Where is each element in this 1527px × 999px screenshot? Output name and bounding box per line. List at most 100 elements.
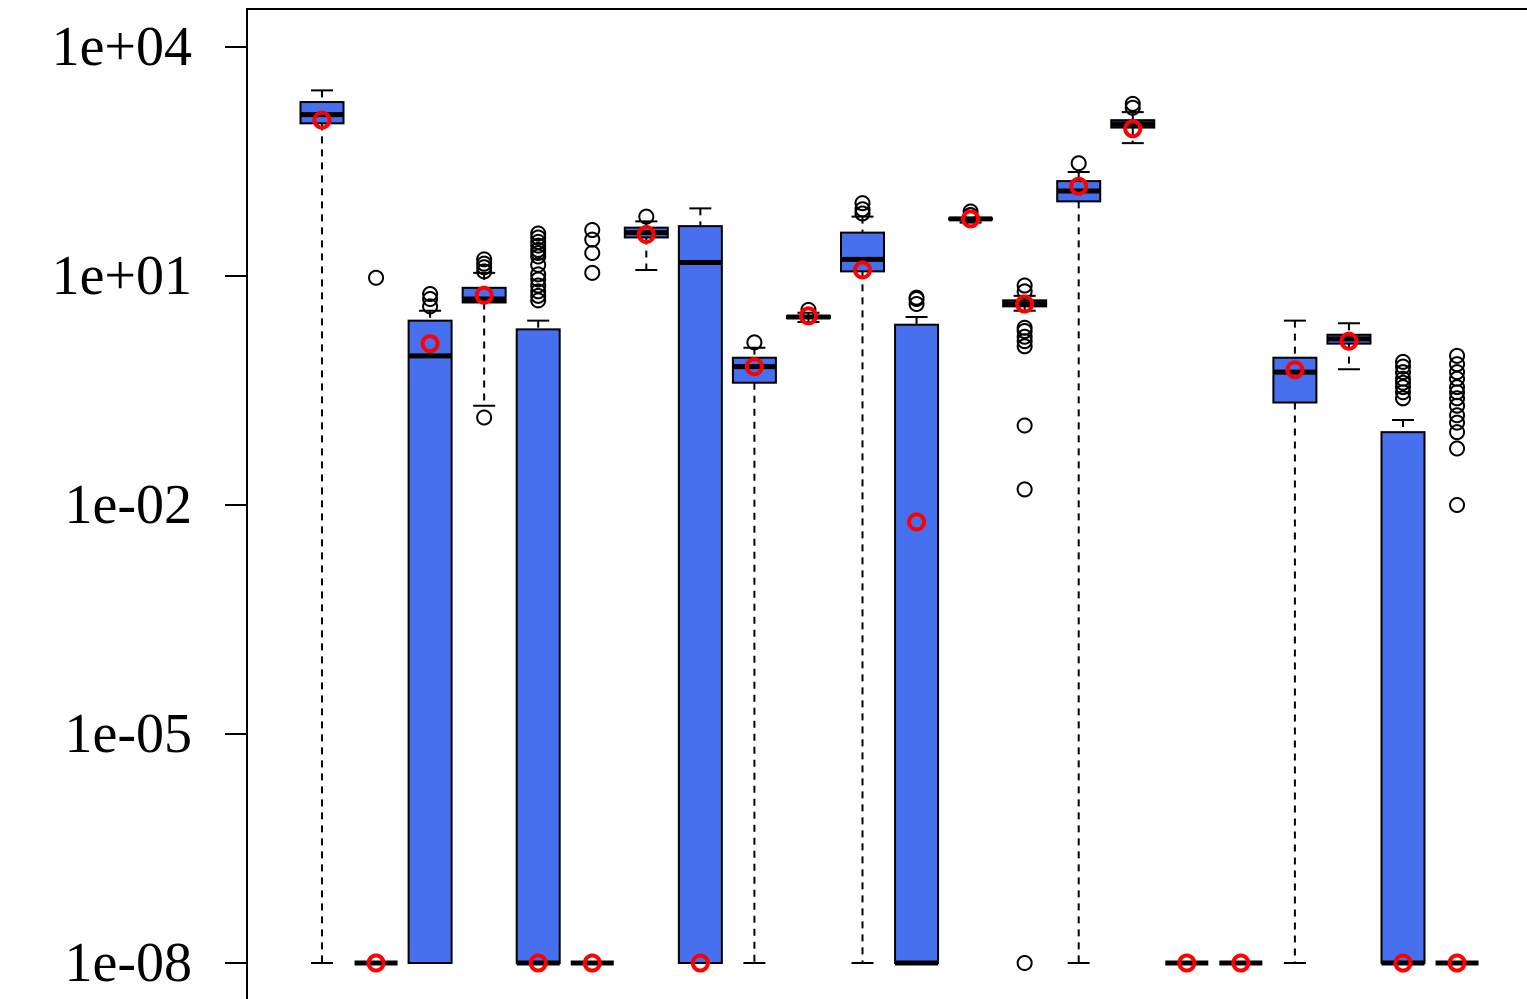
outlier-point <box>854 205 871 222</box>
outlier-point <box>1016 417 1033 434</box>
outlier-point <box>1124 95 1141 112</box>
mean-marker <box>907 512 927 532</box>
outlier-point <box>908 295 925 312</box>
box-20 <box>1326 322 1372 371</box>
outlier-point <box>1449 407 1466 424</box>
mean-marker <box>366 953 386 973</box>
mean-marker <box>528 953 548 973</box>
plot-frame <box>246 8 1527 999</box>
box-18 <box>1219 953 1263 973</box>
mean-marker <box>636 224 656 244</box>
outlier-point <box>584 264 601 281</box>
outlier-point <box>1449 356 1466 373</box>
outlier-point <box>1449 440 1466 457</box>
mean-marker <box>582 953 602 973</box>
mean-marker <box>1447 953 1467 973</box>
outlier-point <box>854 195 871 212</box>
outlier-point <box>1395 370 1411 387</box>
mean-marker <box>1123 119 1143 139</box>
outlier-point <box>530 229 547 246</box>
box-body <box>515 328 561 964</box>
outlier-point <box>530 277 547 294</box>
mean-marker <box>744 357 764 377</box>
box-14 <box>1002 277 1048 971</box>
box-2 <box>354 269 398 973</box>
outlier-point <box>476 255 493 272</box>
mean-marker <box>1393 953 1413 973</box>
outlier-point <box>1016 319 1033 336</box>
outlier-point <box>746 334 763 351</box>
y-tick-label: 1e-02 <box>64 474 192 536</box>
outlier-point <box>476 409 493 426</box>
box-22 <box>1435 347 1479 973</box>
outlier-point <box>1395 390 1411 407</box>
box-9 <box>731 334 777 964</box>
mean-marker <box>1339 331 1359 351</box>
box-body <box>894 323 940 964</box>
outlier-point <box>530 233 547 250</box>
outlier-point <box>530 283 547 300</box>
box-15 <box>1056 155 1102 964</box>
outlier-point <box>1449 414 1466 431</box>
box-body <box>1380 431 1426 964</box>
box-21 <box>1380 353 1426 973</box>
outlier-point <box>530 287 547 304</box>
mean-marker <box>1231 953 1251 973</box>
box-6 <box>570 222 614 973</box>
y-tick-label: 1e+01 <box>52 245 192 307</box>
mean-marker <box>1015 294 1035 314</box>
outlier-point <box>476 251 493 268</box>
outlier-point <box>584 222 601 239</box>
mean-marker <box>1069 176 1089 196</box>
outlier-point <box>1016 328 1033 345</box>
box-body <box>840 231 885 273</box>
box-10 <box>785 301 831 326</box>
mean-marker <box>312 110 332 130</box>
outlier-point <box>1395 353 1411 370</box>
box-body <box>1272 356 1318 404</box>
outlier-point <box>1395 374 1411 391</box>
box-8 <box>677 207 723 973</box>
outlier-point <box>1449 347 1466 364</box>
outlier-point <box>1124 99 1141 116</box>
outlier-point <box>1016 338 1033 355</box>
outlier-point <box>908 289 925 306</box>
box-7 <box>623 208 669 271</box>
mean-marker <box>1177 953 1197 973</box>
boxes-group <box>299 89 1479 973</box>
outlier-point <box>422 298 439 315</box>
outlier-point <box>962 203 979 220</box>
outlier-point <box>422 286 439 303</box>
outlier-point <box>530 266 547 283</box>
mean-marker <box>420 334 440 354</box>
box-1 <box>299 89 345 964</box>
box-12 <box>894 289 940 966</box>
box-13 <box>948 203 994 229</box>
box-body <box>407 319 453 964</box>
y-tick-label: 1e-08 <box>64 932 192 994</box>
box-5 <box>515 225 561 973</box>
outlier-point <box>1449 364 1466 381</box>
y-tick-label: 1e-05 <box>64 703 192 765</box>
outlier-point <box>854 201 871 218</box>
outlier-point <box>1449 424 1466 441</box>
mean-marker <box>690 953 710 973</box>
outlier-point <box>368 269 385 286</box>
outlier-point <box>1070 155 1087 172</box>
outlier-point <box>1016 955 1033 971</box>
outlier-point <box>530 225 547 242</box>
outlier-point <box>584 231 601 248</box>
mean-marker <box>474 285 494 305</box>
outlier-point <box>1016 277 1033 294</box>
outlier-point <box>422 290 439 307</box>
box-3 <box>407 286 453 964</box>
y-axis: 1e+04 1e+01 1e-02 1e-05 1e-08 <box>52 16 247 994</box>
box-body <box>677 225 723 964</box>
outlier-point <box>476 263 493 280</box>
mean-marker <box>798 306 818 326</box>
mean-marker <box>961 209 981 229</box>
y-tick-label: 1e+04 <box>52 16 192 78</box>
outlier-point <box>638 208 655 225</box>
box-17 <box>1165 953 1209 973</box>
